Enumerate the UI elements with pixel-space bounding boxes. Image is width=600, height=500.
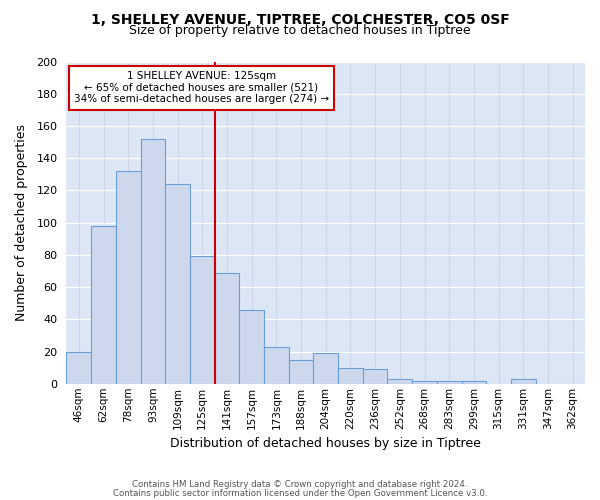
Bar	[388, 379, 412, 384]
Text: 1 SHELLEY AVENUE: 125sqm
← 65% of detached houses are smaller (521)
34% of semi-: 1 SHELLEY AVENUE: 125sqm ← 65% of detach…	[74, 71, 329, 104]
Bar	[165, 184, 190, 384]
Bar	[215, 272, 239, 384]
Bar	[289, 360, 313, 384]
Text: 1, SHELLEY AVENUE, TIPTREE, COLCHESTER, CO5 0SF: 1, SHELLEY AVENUE, TIPTREE, COLCHESTER, …	[91, 12, 509, 26]
Bar	[313, 353, 338, 384]
Bar	[363, 370, 388, 384]
Text: Contains HM Land Registry data © Crown copyright and database right 2024.: Contains HM Land Registry data © Crown c…	[132, 480, 468, 489]
Bar	[116, 171, 140, 384]
Text: Contains public sector information licensed under the Open Government Licence v3: Contains public sector information licen…	[113, 488, 487, 498]
Bar	[511, 379, 536, 384]
X-axis label: Distribution of detached houses by size in Tiptree: Distribution of detached houses by size …	[170, 437, 481, 450]
Bar	[412, 380, 437, 384]
Bar	[91, 226, 116, 384]
Bar	[264, 346, 289, 384]
Bar	[67, 352, 91, 384]
Bar	[190, 256, 215, 384]
Bar	[140, 139, 165, 384]
Y-axis label: Number of detached properties: Number of detached properties	[15, 124, 28, 321]
Bar	[461, 380, 486, 384]
Bar	[437, 380, 461, 384]
Bar	[338, 368, 363, 384]
Bar	[239, 310, 264, 384]
Text: Size of property relative to detached houses in Tiptree: Size of property relative to detached ho…	[129, 24, 471, 37]
